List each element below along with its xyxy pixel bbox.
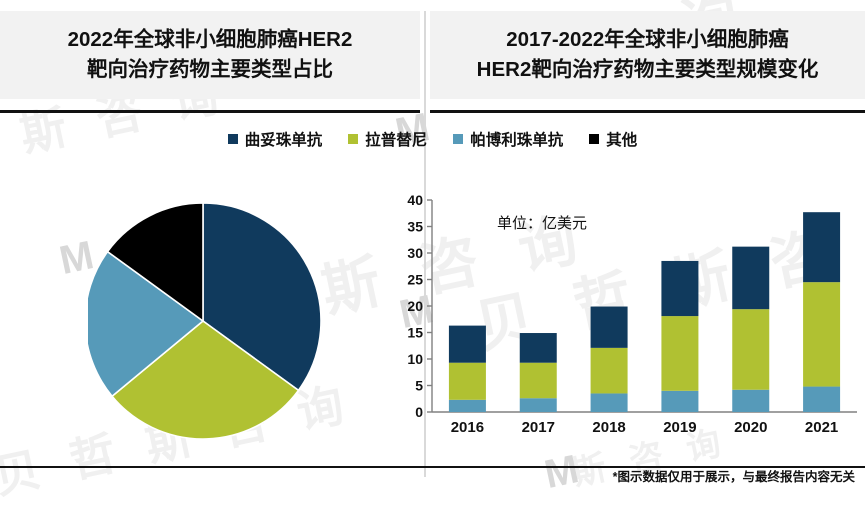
titles-gap xyxy=(420,11,430,106)
right-title-line-2: HER2靶向治疗药物主要类型规模变化 xyxy=(476,58,819,81)
footnote: *图示数据仅用于展示，与最终报告内容无关 xyxy=(612,470,855,484)
bar-segment[interactable] xyxy=(519,333,557,363)
y-axis-tick-label: 40 xyxy=(407,192,423,208)
left-title-rule xyxy=(0,110,420,113)
footer-rule xyxy=(0,466,865,468)
legend-item-label: 拉普替尼 xyxy=(365,132,428,149)
y-axis-tick-label: 10 xyxy=(407,351,423,367)
right-chart-title: 2017-2022年全球非小细胞肺癌 HER2靶向治疗药物主要类型规模变化 xyxy=(430,11,865,99)
bar-segment[interactable] xyxy=(803,212,841,283)
bar-segment[interactable] xyxy=(661,390,699,412)
bar-segment[interactable] xyxy=(519,398,557,412)
bar-segment[interactable] xyxy=(732,246,770,310)
bar-segment[interactable] xyxy=(590,393,628,412)
x-axis-category-label: 2016 xyxy=(451,419,484,436)
pie-chart xyxy=(88,200,323,442)
x-axis-category-label: 2021 xyxy=(805,419,838,436)
y-axis-tick-label: 0 xyxy=(415,404,423,420)
left-title-line-2: 靶向治疗药物主要类型占比 xyxy=(87,58,333,81)
left-title-line-1: 2022年全球非小细胞肺癌HER2 xyxy=(67,28,353,51)
chart-legend: 曲妥珠单抗 拉普替尼 帕博利珠单抗 其他 xyxy=(0,128,865,150)
y-axis-tick-label: 20 xyxy=(407,298,423,314)
bar-segment[interactable] xyxy=(732,309,770,390)
legend-item-label: 帕博利珠单抗 xyxy=(470,132,564,149)
legend-item-label: 曲妥珠单抗 xyxy=(244,132,323,149)
legend-item[interactable]: 帕博利珠单抗 xyxy=(453,128,563,150)
pie-slice[interactable] xyxy=(202,202,322,392)
unit-note: 单位：亿美元 xyxy=(497,215,588,232)
right-title-rule xyxy=(430,110,865,113)
bar-segment[interactable] xyxy=(803,282,841,387)
legend-item[interactable]: 曲妥珠单抗 xyxy=(227,128,323,150)
bar-segment[interactable] xyxy=(519,362,557,399)
x-axis-category-label: 2017 xyxy=(522,419,555,436)
y-axis-tick-label: 25 xyxy=(407,272,423,288)
legend-item[interactable]: 其他 xyxy=(589,128,637,150)
bar-segment[interactable] xyxy=(661,316,699,391)
bar-segment[interactable] xyxy=(803,386,841,412)
x-axis-category-label: 2020 xyxy=(734,419,767,436)
y-axis-tick-label: 35 xyxy=(407,219,423,235)
legend-swatch-icon xyxy=(348,134,359,144)
bar-segment[interactable] xyxy=(732,389,770,412)
pie-slice[interactable] xyxy=(88,250,205,398)
x-axis-category-label: 2018 xyxy=(592,419,625,436)
legend-swatch-icon xyxy=(589,134,600,144)
y-axis-tick-label: 5 xyxy=(415,378,423,394)
bar-segment[interactable] xyxy=(448,362,486,400)
stacked-bar-chart-svg: 0 5 10 15 20 25 30 35 40 2016 2017 2018 2019 2020 2021 xyxy=(407,192,857,436)
legend-swatch-icon xyxy=(453,134,464,144)
y-axis-tick-label: 30 xyxy=(407,245,423,261)
legend-item-label: 其他 xyxy=(606,132,638,149)
bar-segment[interactable] xyxy=(590,306,628,348)
right-title-line-1: 2017-2022年全球非小细胞肺癌 xyxy=(506,28,789,51)
pie-chart-svg xyxy=(88,202,322,440)
y-axis-tick-label: 15 xyxy=(407,325,423,341)
legend-swatch-icon xyxy=(227,134,238,144)
bar-segment[interactable] xyxy=(448,399,486,412)
left-chart-title: 2022年全球非小细胞肺癌HER2 靶向治疗药物主要类型占比 xyxy=(0,11,420,99)
bar-segment[interactable] xyxy=(661,260,699,317)
watermark-logo: M xyxy=(540,447,583,497)
stacked-bar-chart: 0 5 10 15 20 25 30 35 40 2016 2017 2018 2019 2020 2021 xyxy=(385,190,865,450)
bar-segment[interactable] xyxy=(590,347,628,394)
pie-slice[interactable] xyxy=(110,319,300,440)
x-axis-category-label: 2019 xyxy=(663,419,696,436)
panel-divider xyxy=(424,11,426,477)
pie-slice[interactable] xyxy=(106,202,204,323)
titles-row: 2022年全球非小细胞肺癌HER2 靶向治疗药物主要类型占比 2017-2022… xyxy=(0,11,865,106)
legend-item[interactable]: 拉普替尼 xyxy=(348,128,427,150)
bar-segment[interactable] xyxy=(448,325,486,363)
